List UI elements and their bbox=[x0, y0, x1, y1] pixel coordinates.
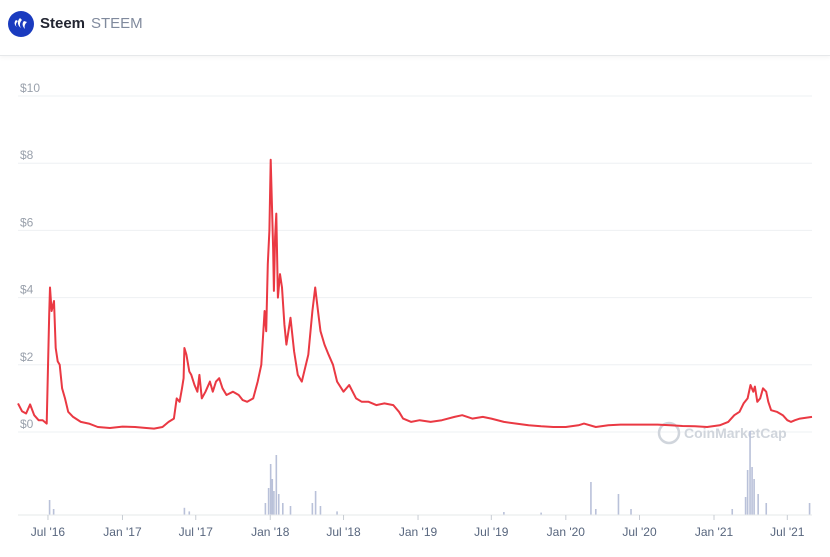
coinmarketcap-logo-icon bbox=[657, 421, 681, 445]
y-tick-label: $8 bbox=[20, 148, 34, 162]
grid-lines bbox=[18, 95, 812, 433]
volume-bar bbox=[269, 464, 272, 515]
coinmarketcap-watermark: CoinMarketCap bbox=[657, 421, 787, 445]
volume-bars bbox=[48, 431, 811, 515]
volume-bar bbox=[314, 491, 317, 515]
x-tick-label: Jan '19 bbox=[399, 525, 438, 539]
y-tick-label: $2 bbox=[20, 350, 34, 364]
volume-bar bbox=[751, 467, 753, 515]
coin-header: Steem STEEM bbox=[0, 0, 830, 56]
x-tick-label: Jul '17 bbox=[179, 525, 214, 539]
volume-bar bbox=[594, 509, 597, 515]
x-tick-label: Jul '19 bbox=[474, 525, 509, 539]
y-tick-label: $6 bbox=[20, 215, 34, 229]
volume-bar bbox=[282, 503, 284, 515]
volume-bar bbox=[319, 506, 322, 515]
volume-bar bbox=[271, 479, 274, 515]
volume-bar bbox=[617, 494, 620, 515]
x-tick-label: Jan '18 bbox=[251, 525, 290, 539]
coin-name: Steem bbox=[40, 15, 86, 32]
x-tick-label: Jul '16 bbox=[31, 525, 66, 539]
volume-bar bbox=[744, 497, 747, 515]
volume-bar bbox=[277, 494, 280, 515]
price-line bbox=[17, 158, 813, 430]
volume-bar bbox=[765, 503, 768, 515]
volume-bar bbox=[590, 482, 592, 515]
volume-bar bbox=[267, 488, 270, 515]
y-tick-label: $0 bbox=[20, 417, 34, 431]
x-tick-label: Jul '18 bbox=[326, 525, 361, 539]
volume-bar bbox=[731, 509, 734, 515]
x-tick-label: Jul '21 bbox=[770, 525, 805, 539]
volume-bar bbox=[746, 470, 749, 515]
volume-bar bbox=[503, 512, 505, 515]
volume-bar bbox=[289, 506, 292, 515]
volume-bar bbox=[264, 503, 267, 515]
volume-bar bbox=[273, 491, 275, 515]
y-tick-label: $4 bbox=[20, 283, 34, 297]
coin-symbol: STEEM bbox=[91, 15, 143, 32]
volume-bar bbox=[630, 509, 632, 515]
volume-bar bbox=[183, 507, 186, 515]
volume-bar bbox=[336, 511, 338, 515]
x-tick-label: Jan '21 bbox=[695, 525, 734, 539]
watermark-text: CoinMarketCap bbox=[684, 425, 787, 441]
x-tick-label: Jan '20 bbox=[547, 525, 586, 539]
volume-bar bbox=[540, 512, 542, 515]
y-tick-label: $10 bbox=[20, 81, 40, 95]
steem-logo-icon bbox=[8, 11, 34, 37]
volume-bar bbox=[311, 503, 314, 515]
volume-bar bbox=[188, 511, 191, 515]
x-tick-label: Jan '17 bbox=[103, 525, 142, 539]
volume-bar bbox=[749, 431, 751, 515]
volume-bar bbox=[808, 503, 811, 515]
volume-bar bbox=[48, 500, 51, 515]
y-axis-ticks: $0 $2 $4 $6 $8 $10 bbox=[20, 81, 40, 431]
volume-bar bbox=[275, 455, 278, 515]
volume-bar bbox=[52, 509, 55, 515]
volume-bar bbox=[753, 479, 755, 515]
price-chart[interactable]: $0 $2 $4 $6 $8 $10 CoinMarketCap Jul '16 Jan '… bbox=[0, 56, 830, 557]
x-tick-label: Jul '20 bbox=[622, 525, 657, 539]
volume-bar bbox=[757, 494, 759, 515]
x-axis-ticks: Jul '16 Jan '17 Jul '17 Jan '18 Jul '18 Jan '… bbox=[31, 515, 805, 539]
